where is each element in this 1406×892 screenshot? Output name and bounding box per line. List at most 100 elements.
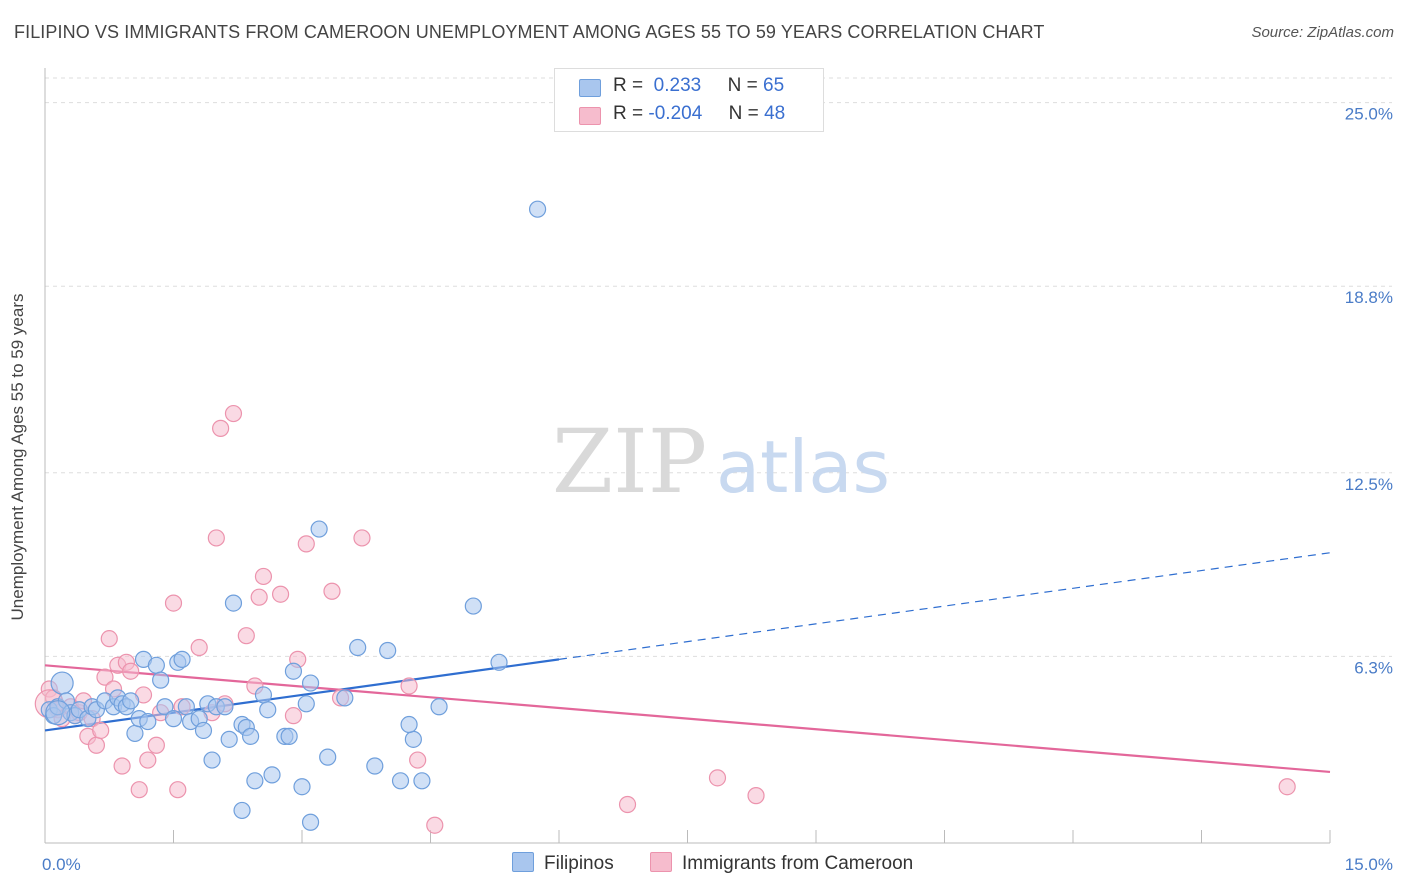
filipino-point bbox=[379, 641, 397, 660]
filipino-point bbox=[147, 656, 165, 674]
filipino-point bbox=[430, 698, 448, 716]
filipino-point bbox=[216, 698, 234, 716]
x-tick-label: 0.0% bbox=[42, 855, 81, 874]
tick-labels: 6.3% 12.5% 18.8% 25.0% 0.0% 15.0% bbox=[42, 105, 1393, 874]
series-legend-cameroon: Immigrants from Cameroon bbox=[650, 852, 913, 875]
cameroon-point bbox=[237, 627, 255, 645]
cameroon-point bbox=[92, 721, 110, 740]
filipino-point bbox=[301, 674, 320, 692]
y-tick-label: 6.3% bbox=[1354, 658, 1393, 677]
filipino-point bbox=[400, 715, 418, 734]
cameroon-point bbox=[409, 751, 427, 769]
filipinos-trend-extension bbox=[558, 552, 1331, 660]
filipino-point bbox=[404, 730, 422, 748]
cameroon-point bbox=[100, 630, 118, 648]
series-legend-filipinos: Filipinos bbox=[512, 852, 614, 875]
cameroon-point bbox=[426, 816, 444, 834]
cameroon-point bbox=[96, 668, 114, 686]
legend-r-value: -0.204 bbox=[648, 103, 703, 124]
filipino-point-cluster bbox=[45, 700, 71, 726]
watermark-zip: ZIP bbox=[552, 410, 707, 513]
cameroon-point bbox=[122, 662, 140, 680]
series-swatch-filipinos bbox=[512, 852, 534, 872]
filipino-point bbox=[242, 727, 260, 745]
filipino-point bbox=[220, 730, 238, 748]
cameroon-point bbox=[618, 795, 637, 814]
cameroon-point bbox=[169, 781, 187, 799]
source-label: Source: ZipAtlas.com bbox=[1251, 24, 1394, 41]
legend-text-cameroon: R = -0.204 N = 48 bbox=[613, 103, 785, 125]
filipino-point bbox=[203, 751, 221, 769]
filipino-point bbox=[233, 801, 251, 820]
legend-swatch-cameroon bbox=[579, 107, 601, 125]
y-tick-label: 18.8% bbox=[1345, 288, 1393, 307]
series-name-cameroon: Immigrants from Cameroon bbox=[682, 853, 914, 874]
filipino-point bbox=[246, 772, 264, 790]
x-tick-label: 15.0% bbox=[1345, 855, 1393, 874]
filipino-point bbox=[319, 748, 337, 766]
cameroon-point bbox=[139, 751, 157, 769]
series-swatch-cameroon bbox=[650, 852, 672, 872]
cameroon-point bbox=[284, 707, 303, 725]
series-name-filipinos: Filipinos bbox=[544, 853, 614, 874]
filipino-point bbox=[336, 689, 354, 707]
filipino-point bbox=[139, 712, 157, 731]
filipino-point bbox=[254, 686, 273, 704]
filipino-point bbox=[122, 692, 140, 710]
chart-title: FILIPINO VS IMMIGRANTS FROM CAMEROON UNE… bbox=[14, 22, 1045, 42]
cameroon-point bbox=[207, 529, 225, 547]
filipino-point bbox=[413, 772, 431, 790]
legend-swatch-filipinos bbox=[579, 79, 601, 97]
cameroon-point bbox=[254, 567, 273, 586]
filipino-point bbox=[310, 520, 328, 538]
filipino-point bbox=[280, 727, 298, 745]
cameroon-point bbox=[323, 582, 341, 600]
cameroon-point bbox=[271, 585, 290, 603]
cameroon-point bbox=[353, 529, 371, 547]
cameroon-point bbox=[147, 736, 165, 754]
legend-r-value: 0.233 bbox=[648, 75, 702, 96]
watermark-atlas: atlas bbox=[716, 425, 890, 509]
filipino-point bbox=[297, 695, 315, 713]
filipino-point bbox=[156, 698, 174, 716]
cameroon-point bbox=[212, 419, 230, 437]
cameroon-point bbox=[250, 588, 268, 606]
cameroon-point bbox=[708, 769, 727, 787]
cameroon-point bbox=[130, 781, 148, 799]
filipino-point bbox=[349, 638, 367, 657]
cameroon-point bbox=[113, 757, 131, 775]
legend-row-cameroon: R = -0.204 N = 48 bbox=[555, 101, 823, 129]
filipino-point bbox=[173, 650, 191, 668]
filipino-point bbox=[164, 710, 183, 728]
cameroon-point bbox=[190, 638, 208, 657]
cameroon-point bbox=[164, 594, 183, 612]
cameroon-point bbox=[297, 535, 315, 553]
legend-r-label: R = bbox=[613, 75, 644, 96]
filipino-point bbox=[263, 766, 281, 784]
cameroon-point bbox=[224, 404, 243, 423]
filipino-point bbox=[177, 698, 195, 716]
legend-n-label: N = bbox=[727, 75, 758, 96]
filipino-point bbox=[259, 701, 277, 719]
legend-n-value: 48 bbox=[764, 103, 786, 124]
y-tick-label: 12.5% bbox=[1345, 475, 1393, 494]
legend-n-value: 65 bbox=[763, 75, 785, 96]
filipino-point bbox=[366, 757, 384, 775]
filipino-point bbox=[126, 724, 144, 743]
cameroon-point bbox=[400, 677, 418, 695]
filipino-point bbox=[490, 653, 508, 671]
filipino-point bbox=[301, 813, 320, 831]
series-legend: Filipinos Immigrants from Cameroon bbox=[0, 852, 1406, 878]
legend-row-filipinos: R = 0.233 N = 65 bbox=[555, 73, 823, 101]
filipino-point bbox=[50, 671, 74, 695]
legend-n-label: N = bbox=[728, 103, 759, 124]
cameroon-point bbox=[1278, 778, 1296, 796]
filipino-points bbox=[40, 200, 547, 831]
legend-r-label: R = bbox=[613, 103, 644, 124]
filipino-point bbox=[293, 778, 311, 796]
filipino-point bbox=[194, 721, 213, 740]
filipino-point bbox=[224, 594, 243, 612]
legend-text-filipinos: R = 0.233 N = 65 bbox=[613, 75, 784, 97]
filipino-point bbox=[464, 597, 482, 615]
